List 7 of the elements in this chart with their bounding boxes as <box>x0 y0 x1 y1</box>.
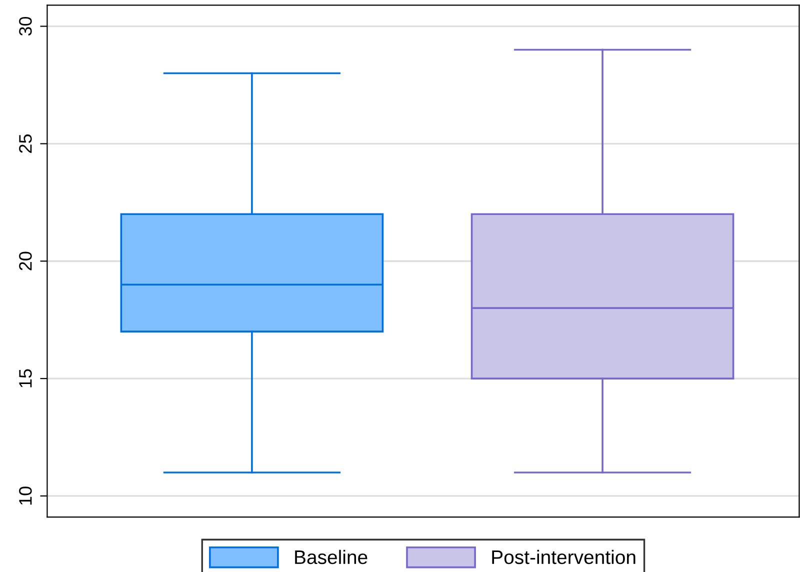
y-tick-label: 30 <box>19 16 32 36</box>
y-tick-label: 15 <box>19 369 32 388</box>
y-tick-label: 10 <box>19 486 32 505</box>
y-tick-label: 20 <box>19 252 32 270</box>
y-tick-label: 25 <box>19 134 32 153</box>
legend-label: Post-intervention <box>492 550 636 564</box>
legend-label: Baseline <box>295 550 368 564</box>
